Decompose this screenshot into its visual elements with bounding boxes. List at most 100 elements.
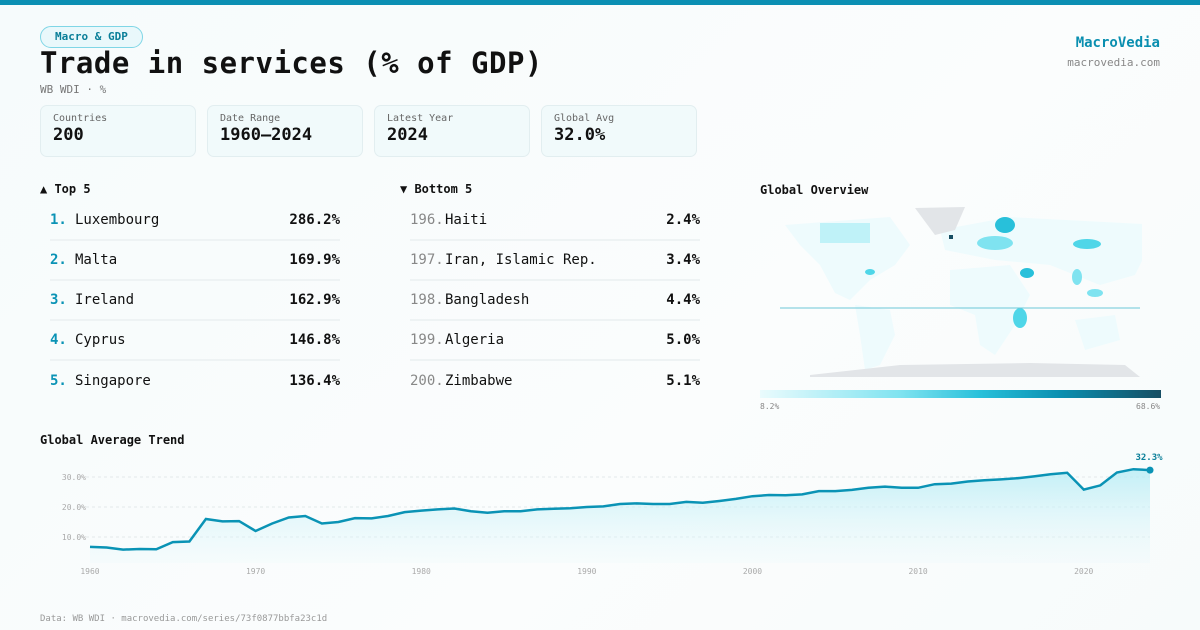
- list-item[interactable]: 3. Ireland 162.9%: [50, 281, 340, 321]
- data-point-2015[interactable]: [999, 478, 1002, 481]
- trend-area: [90, 469, 1150, 563]
- top5-list: 1. Luxembourg 286.2% 2. Malta 169.9% 3. Irela…: [50, 201, 340, 401]
- data-point-1998[interactable]: [718, 500, 721, 503]
- data-point-1994[interactable]: [652, 503, 655, 506]
- list-item[interactable]: 197. Iran, Islamic Rep. 3.4%: [410, 241, 700, 281]
- country-value: 136.4%: [289, 373, 340, 389]
- list-item[interactable]: 196. Haiti 2.4%: [410, 201, 700, 241]
- data-point-1997[interactable]: [701, 501, 704, 504]
- list-item[interactable]: 5. Singapore 136.4%: [50, 361, 340, 401]
- data-point-2011[interactable]: [933, 483, 936, 486]
- data-point-1968[interactable]: [221, 520, 224, 523]
- brand-url[interactable]: macrovedia.com: [1067, 56, 1160, 69]
- data-point-1972[interactable]: [287, 516, 290, 519]
- list-item[interactable]: 1. Luxembourg 286.2%: [50, 201, 340, 241]
- data-point-1978[interactable]: [387, 515, 390, 518]
- antarctica: [810, 363, 1140, 377]
- data-point-2014[interactable]: [983, 479, 986, 482]
- stat-label: Global Avg: [554, 113, 615, 124]
- data-point-1985[interactable]: [503, 510, 506, 513]
- data-point-1984[interactable]: [486, 511, 489, 514]
- data-point-2019[interactable]: [1066, 471, 1069, 474]
- data-point-1995[interactable]: [668, 503, 671, 506]
- data-point-1976[interactable]: [354, 517, 357, 520]
- stat-value: 1960–2024: [220, 125, 313, 145]
- data-point-1963[interactable]: [138, 548, 141, 551]
- data-point-2017[interactable]: [1033, 475, 1036, 478]
- data-point-1971[interactable]: [271, 522, 274, 525]
- country-value: 162.9%: [289, 292, 340, 308]
- x-tick-label: 1980: [412, 567, 431, 576]
- trend-line: [89, 467, 1151, 551]
- data-point-1969[interactable]: [238, 520, 241, 523]
- data-point-2001[interactable]: [768, 494, 771, 497]
- data-point-2009[interactable]: [900, 486, 903, 489]
- data-point-1993[interactable]: [635, 502, 638, 505]
- data-point-1996[interactable]: [685, 500, 688, 503]
- world-choropleth-map[interactable]: [780, 205, 1142, 380]
- data-point-1967[interactable]: [204, 518, 207, 521]
- country-name: Iran, Islamic Rep.: [445, 252, 597, 268]
- data-point-2006[interactable]: [850, 488, 853, 491]
- data-point-1987[interactable]: [536, 508, 539, 511]
- data-point-2018[interactable]: [1049, 473, 1052, 476]
- data-point-2022[interactable]: [1115, 471, 1118, 474]
- data-point-2003[interactable]: [801, 493, 804, 496]
- list-item[interactable]: 200. Zimbabwe 5.1%: [410, 361, 700, 401]
- data-point-2002[interactable]: [784, 494, 787, 497]
- bottom5-heading: ▼ Bottom 5: [400, 182, 473, 196]
- list-item[interactable]: 198. Bangladesh 4.4%: [410, 281, 700, 321]
- legend-min: 8.2%: [760, 402, 780, 411]
- data-point-2012[interactable]: [950, 482, 953, 485]
- list-item[interactable]: 4. Cyprus 146.8%: [50, 321, 340, 361]
- data-point-2021[interactable]: [1099, 484, 1102, 487]
- southeast-asia: [1072, 269, 1082, 285]
- brand-logo[interactable]: MacroVedia: [1075, 35, 1160, 51]
- data-point-1986[interactable]: [519, 510, 522, 513]
- data-point-1966[interactable]: [188, 540, 191, 543]
- list-item[interactable]: 199. Algeria 5.0%: [410, 321, 700, 361]
- data-point-1975[interactable]: [337, 521, 340, 524]
- rank: 3.: [50, 292, 67, 308]
- data-point-1962[interactable]: [122, 548, 125, 551]
- data-point-1981[interactable]: [436, 508, 439, 511]
- data-point-1961[interactable]: [105, 546, 108, 549]
- stat-value: 32.0%: [554, 125, 606, 145]
- country-value: 286.2%: [289, 212, 340, 228]
- data-point-1965[interactable]: [171, 541, 174, 544]
- data-point-1980[interactable]: [420, 509, 423, 512]
- data-point-2023[interactable]: [1132, 468, 1135, 471]
- data-point-1990[interactable]: [585, 506, 588, 509]
- data-point-1974[interactable]: [320, 522, 323, 525]
- data-point-1991[interactable]: [602, 505, 605, 508]
- last-point-marker[interactable]: [1146, 466, 1154, 474]
- data-point-2007[interactable]: [867, 486, 870, 489]
- data-point-1988[interactable]: [552, 507, 555, 510]
- list-item[interactable]: 2. Malta 169.9%: [50, 241, 340, 281]
- data-point-1964[interactable]: [155, 548, 158, 551]
- data-point-2020[interactable]: [1082, 488, 1085, 491]
- stat-card-countries: Countries 200: [40, 105, 196, 157]
- data-point-1960[interactable]: [89, 545, 92, 548]
- data-point-2000[interactable]: [751, 495, 754, 498]
- data-point-1973[interactable]: [304, 515, 307, 518]
- x-tick-label: 2020: [1074, 567, 1093, 576]
- data-point-2005[interactable]: [834, 490, 837, 493]
- top-accent-bar: [0, 0, 1200, 5]
- data-point-1970[interactable]: [254, 530, 257, 533]
- data-point-1977[interactable]: [370, 517, 373, 520]
- data-point-1989[interactable]: [569, 507, 572, 510]
- data-point-1983[interactable]: [469, 510, 472, 513]
- data-point-1982[interactable]: [453, 507, 456, 510]
- category-badge[interactable]: Macro & GDP: [40, 26, 143, 48]
- page-title: Trade in services (% of GDP): [40, 46, 543, 80]
- data-point-2016[interactable]: [1016, 477, 1019, 480]
- country-value: 2.4%: [666, 212, 700, 228]
- data-point-2008[interactable]: [884, 485, 887, 488]
- data-point-2010[interactable]: [917, 486, 920, 489]
- data-point-2013[interactable]: [966, 480, 969, 483]
- data-point-1992[interactable]: [619, 503, 622, 506]
- data-point-1979[interactable]: [403, 511, 406, 514]
- data-point-2004[interactable]: [817, 490, 820, 493]
- data-point-1999[interactable]: [734, 497, 737, 500]
